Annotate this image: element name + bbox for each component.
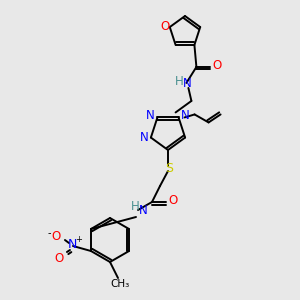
Text: -: - bbox=[47, 228, 51, 238]
Text: O: O bbox=[54, 253, 64, 266]
Text: N: N bbox=[146, 109, 155, 122]
Text: N: N bbox=[183, 77, 192, 90]
Text: S: S bbox=[165, 161, 173, 175]
Text: H: H bbox=[175, 75, 184, 88]
Text: N: N bbox=[139, 205, 147, 218]
Text: CH₃: CH₃ bbox=[110, 279, 130, 289]
Text: N: N bbox=[140, 131, 148, 144]
Text: O: O bbox=[213, 59, 222, 72]
Text: N: N bbox=[181, 109, 190, 122]
Text: +: + bbox=[76, 235, 82, 244]
Text: H: H bbox=[130, 200, 140, 214]
Text: O: O bbox=[168, 194, 178, 208]
Text: N: N bbox=[67, 238, 76, 251]
Text: O: O bbox=[160, 20, 170, 33]
Text: O: O bbox=[51, 230, 61, 242]
